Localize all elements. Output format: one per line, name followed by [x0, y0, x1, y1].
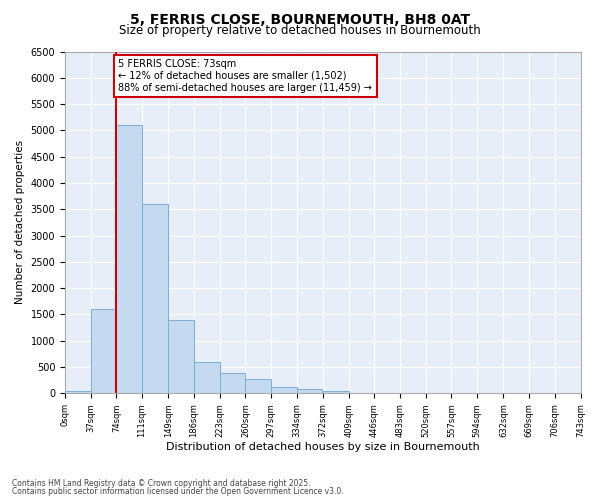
- Bar: [91, 309, 116, 394]
- Text: Size of property relative to detached houses in Bournemouth: Size of property relative to detached ho…: [119, 24, 481, 37]
- Text: 5 FERRIS CLOSE: 73sqm
← 12% of detached houses are smaller (1,502)
88% of semi-d: 5 FERRIS CLOSE: 73sqm ← 12% of detached …: [118, 60, 373, 92]
- Bar: [245, 378, 271, 394]
- X-axis label: Distribution of detached houses by size in Bournemouth: Distribution of detached houses by size …: [166, 442, 479, 452]
- Text: Contains HM Land Registry data © Crown copyright and database right 2025.: Contains HM Land Registry data © Crown c…: [12, 478, 311, 488]
- Y-axis label: Number of detached properties: Number of detached properties: [15, 140, 25, 304]
- Text: 5, FERRIS CLOSE, BOURNEMOUTH, BH8 0AT: 5, FERRIS CLOSE, BOURNEMOUTH, BH8 0AT: [130, 12, 470, 26]
- Bar: [323, 391, 349, 394]
- Bar: [220, 374, 245, 394]
- Bar: [116, 125, 142, 394]
- Bar: [65, 390, 91, 394]
- Bar: [169, 320, 194, 394]
- Bar: [194, 362, 220, 394]
- Bar: [271, 387, 297, 394]
- Bar: [297, 389, 322, 394]
- Bar: [142, 204, 168, 394]
- Text: Contains public sector information licensed under the Open Government Licence v3: Contains public sector information licen…: [12, 487, 344, 496]
